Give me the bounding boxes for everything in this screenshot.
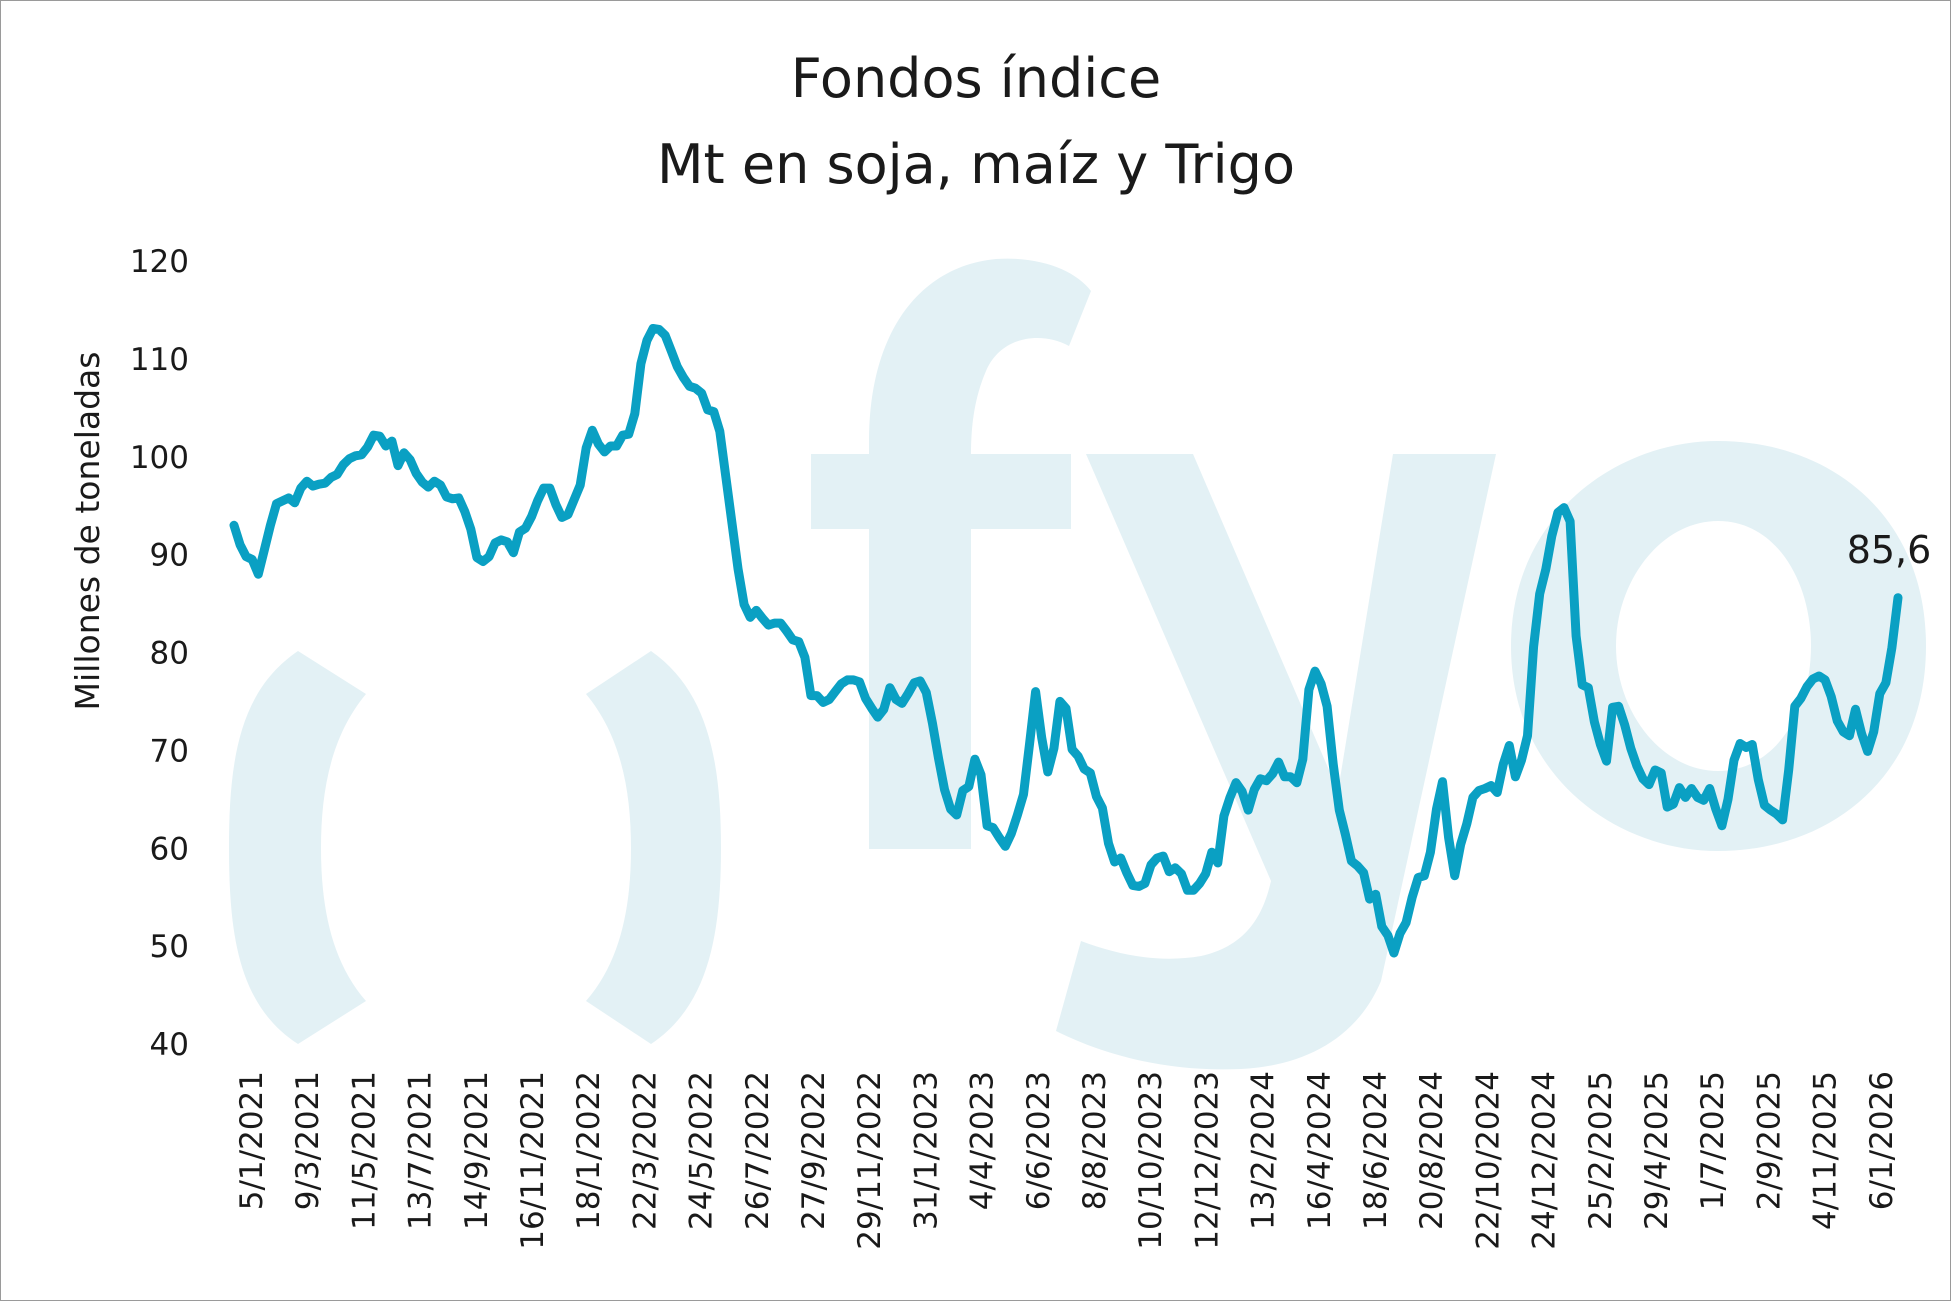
y-tick-label: 90 [150,538,189,574]
x-tick-label: 31/1/2023 [908,1071,944,1230]
series-line-0 [229,324,1903,958]
x-tick-label: 11/5/2021 [346,1071,382,1230]
x-tick-label: 13/7/2021 [403,1071,439,1230]
x-tick-label: 29/11/2022 [852,1071,888,1250]
x-tick-label: 24/5/2022 [684,1071,720,1230]
x-tick-label: 10/10/2023 [1133,1071,1169,1250]
x-tick-label: 12/12/2023 [1189,1071,1225,1250]
y-tick-label: 80 [150,636,189,672]
x-tick-label: 6/6/2023 [1021,1071,1057,1210]
x-tick-label: 13/2/2024 [1246,1071,1282,1230]
x-tick-label: 9/3/2021 [290,1071,326,1210]
series-layer [229,324,1903,958]
x-tick-label: 18/6/2024 [1358,1071,1394,1230]
y-tick-label: 60 [150,831,189,867]
x-tick-label: 22/3/2022 [627,1071,663,1230]
chart-title: Fondos índice [791,47,1161,110]
chart-subtitle: Mt en soja, maíz y Trigo [657,133,1295,196]
x-tick-label: 24/12/2024 [1527,1071,1563,1250]
x-tick-label: 20/8/2024 [1414,1071,1450,1230]
x-tick-label: 5/1/2021 [234,1071,270,1210]
x-axis-ticks: 5/1/2021 9/3/2021 11/5/2021 13/7/2021 14/9/2… [234,1071,1900,1250]
x-tick-label: 4/4/2023 [965,1071,1001,1210]
x-tick-label: 8/8/2023 [1077,1071,1113,1210]
fyo-watermark-logo [229,258,1926,1070]
y-tick-label: 100 [130,440,189,476]
x-tick-label: 22/10/2024 [1470,1071,1506,1250]
x-tick-label: 18/1/2022 [571,1071,607,1230]
x-tick-label: 25/2/2025 [1583,1071,1619,1230]
x-tick-label: 2/9/2025 [1751,1071,1787,1210]
x-tick-label: 26/7/2022 [740,1071,776,1230]
y-tick-label: 120 [130,244,189,280]
x-tick-label: 27/9/2022 [796,1071,832,1230]
y-axis-ticks: 40 50 60 70 80 90 100 110 120 [130,244,189,1063]
x-tick-label: 6/1/2026 [1864,1071,1900,1210]
x-tick-label: 1/7/2025 [1695,1071,1731,1210]
y-axis-title: Millones de toneladas [68,352,107,711]
y-tick-label: 110 [130,342,189,378]
last-value-label: 85,6 [1847,528,1932,572]
y-tick-label: 40 [150,1027,189,1063]
x-tick-label: 29/4/2025 [1639,1071,1675,1230]
x-tick-label: 16/11/2021 [515,1071,551,1250]
y-tick-label: 70 [150,733,189,769]
x-tick-label: 14/9/2021 [459,1071,495,1230]
y-tick-label: 50 [150,929,189,965]
x-tick-label: 16/4/2024 [1302,1071,1338,1230]
x-tick-label: 4/11/2025 [1808,1071,1844,1230]
